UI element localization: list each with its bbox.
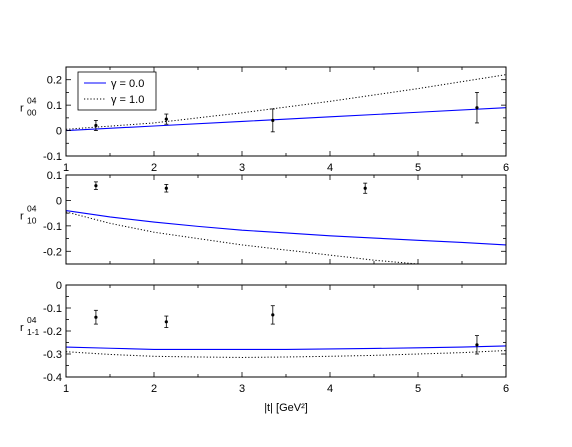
data-point <box>164 320 168 324</box>
y-label-subscript: 00 <box>27 108 37 118</box>
x-tick-label: 2 <box>151 383 157 395</box>
series-line-gamma-1 <box>66 74 506 130</box>
series-line-gamma-1 <box>66 211 419 264</box>
y-tick-label: -0.3 <box>43 349 62 361</box>
x-tick-label: 6 <box>503 383 509 395</box>
x-tick-label: 5 <box>415 383 421 395</box>
data-point <box>164 117 168 121</box>
y-label-subscript: 10 <box>27 216 37 226</box>
y-tick-label: 0.2 <box>47 75 62 87</box>
y-label-subscript: 1-1 <box>27 327 40 337</box>
data-point <box>94 315 98 319</box>
panel-r10: 0.1 0 -0.1 -0.2 r04 10 <box>20 170 507 265</box>
legend-label: γ = 1.0 <box>111 94 144 106</box>
data-point <box>475 106 479 110</box>
y-tick-label: -0.1 <box>43 221 62 233</box>
panel-r00: 1 2 3 4 5 6 0.2 0.1 0 -0.1 r04 00 γ = 0.0 γ = 1.0 <box>20 66 509 174</box>
legend-label: γ = 0.0 <box>111 78 144 90</box>
y-axis-label: r04 1-1 <box>20 315 40 337</box>
x-axis-title: |t| [GeV²] <box>264 402 308 414</box>
legend-box <box>77 71 157 111</box>
y-axis-label: r04 10 <box>20 204 37 226</box>
panel-frame <box>65 284 507 378</box>
y-axis-label: r04 00 <box>20 96 37 118</box>
x-tick-label: 6 <box>503 162 509 174</box>
x-tick-label: 4 <box>327 383 333 395</box>
panel-r1-1: 1 2 3 4 5 6 0 -0.1 -0.2 -0.3 -0.4 r04 1-1 <box>20 280 509 395</box>
y-label-superscript: 04 <box>27 96 37 106</box>
data-point <box>363 186 367 190</box>
y-label-main: r <box>20 322 24 334</box>
y-tick-label: 0 <box>56 280 62 292</box>
x-tick-label: 3 <box>239 162 245 174</box>
series-line-gamma-0 <box>66 345 506 350</box>
data-point <box>94 184 98 188</box>
y-tick-label: -0.2 <box>43 326 62 338</box>
series-line-gamma-0 <box>66 210 506 246</box>
data-point <box>271 118 275 122</box>
series-line-gamma-1 <box>66 350 506 358</box>
y-tick-label: -0.1 <box>43 151 62 163</box>
x-tick-label: 3 <box>239 383 245 395</box>
y-label-superscript: 04 <box>27 315 37 325</box>
y-tick-label: 0 <box>56 126 62 138</box>
x-tick-label: 2 <box>151 162 157 174</box>
y-label-main: r <box>20 103 24 115</box>
y-tick-label: 0 <box>56 195 62 207</box>
x-tick-label: 5 <box>415 162 421 174</box>
y-tick-label: 0.1 <box>47 170 62 182</box>
y-tick-label: 0.1 <box>47 100 62 112</box>
data-point <box>94 123 98 128</box>
data-point <box>475 343 479 347</box>
legend: γ = 0.0 γ = 1.0 <box>77 71 157 111</box>
x-tick-label: 1 <box>63 383 69 395</box>
series-line-gamma-0 <box>66 107 506 132</box>
y-label-superscript: 04 <box>27 204 37 214</box>
x-tick-label: 1 <box>63 162 69 174</box>
data-point <box>271 313 275 317</box>
y-label-main: r <box>20 211 24 223</box>
y-tick-label: -0.1 <box>43 303 62 315</box>
data-point <box>164 186 168 190</box>
x-tick-label: 4 <box>327 162 333 174</box>
y-tick-label: -0.2 <box>43 246 62 258</box>
y-tick-label: -0.4 <box>43 372 62 384</box>
